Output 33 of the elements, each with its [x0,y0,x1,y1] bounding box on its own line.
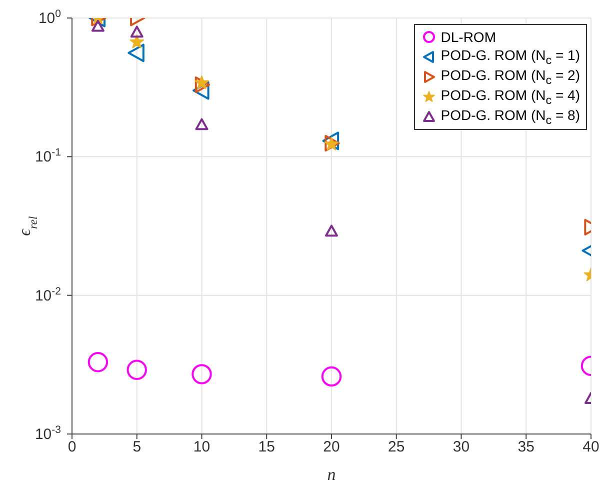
x-tick-label: 5 [132,438,142,456]
point [126,360,147,380]
legend-label: POD-G. ROM (N$_{c}$ = 2) [440,67,580,87]
legend-label: POD-G. ROM (N$_{c}$ = 1) [440,47,580,67]
point [130,34,144,48]
point [192,81,210,100]
point [195,118,208,130]
x-tick-label: 15 [258,438,275,456]
y-tick-label: 10$^{-3}$ [34,424,62,443]
y-tick-label: 10$^{-1}$ [34,146,62,166]
point [88,352,108,372]
y-tick-label: 10$^{0}$ [38,8,62,27]
x-tick-label: 25 [388,438,405,456]
point [325,224,338,237]
x-tick-label: 30 [452,438,470,456]
point [91,20,104,32]
point [321,366,342,387]
x-axis-title: n [327,465,336,484]
x-tick-label: 20 [323,438,340,456]
x-tick-label: 40 [582,438,600,456]
point [322,132,340,150]
legend-label: DL-ROM [440,29,496,45]
legend-label: POD-G. ROM (N$_{c}$ = 4) [440,87,580,107]
legend-label: POD-G. ROM (N$_{c}$ = 8) [440,107,580,127]
point [194,76,210,94]
point [130,26,144,38]
x-tick-label: 10 [193,438,210,456]
point [128,44,144,62]
point [192,364,212,384]
y-tick-label: 10$^{-2}$ [34,285,62,304]
x-tick-label: 35 [518,438,534,456]
point [194,75,209,90]
x-tick-label: 0 [68,438,76,456]
